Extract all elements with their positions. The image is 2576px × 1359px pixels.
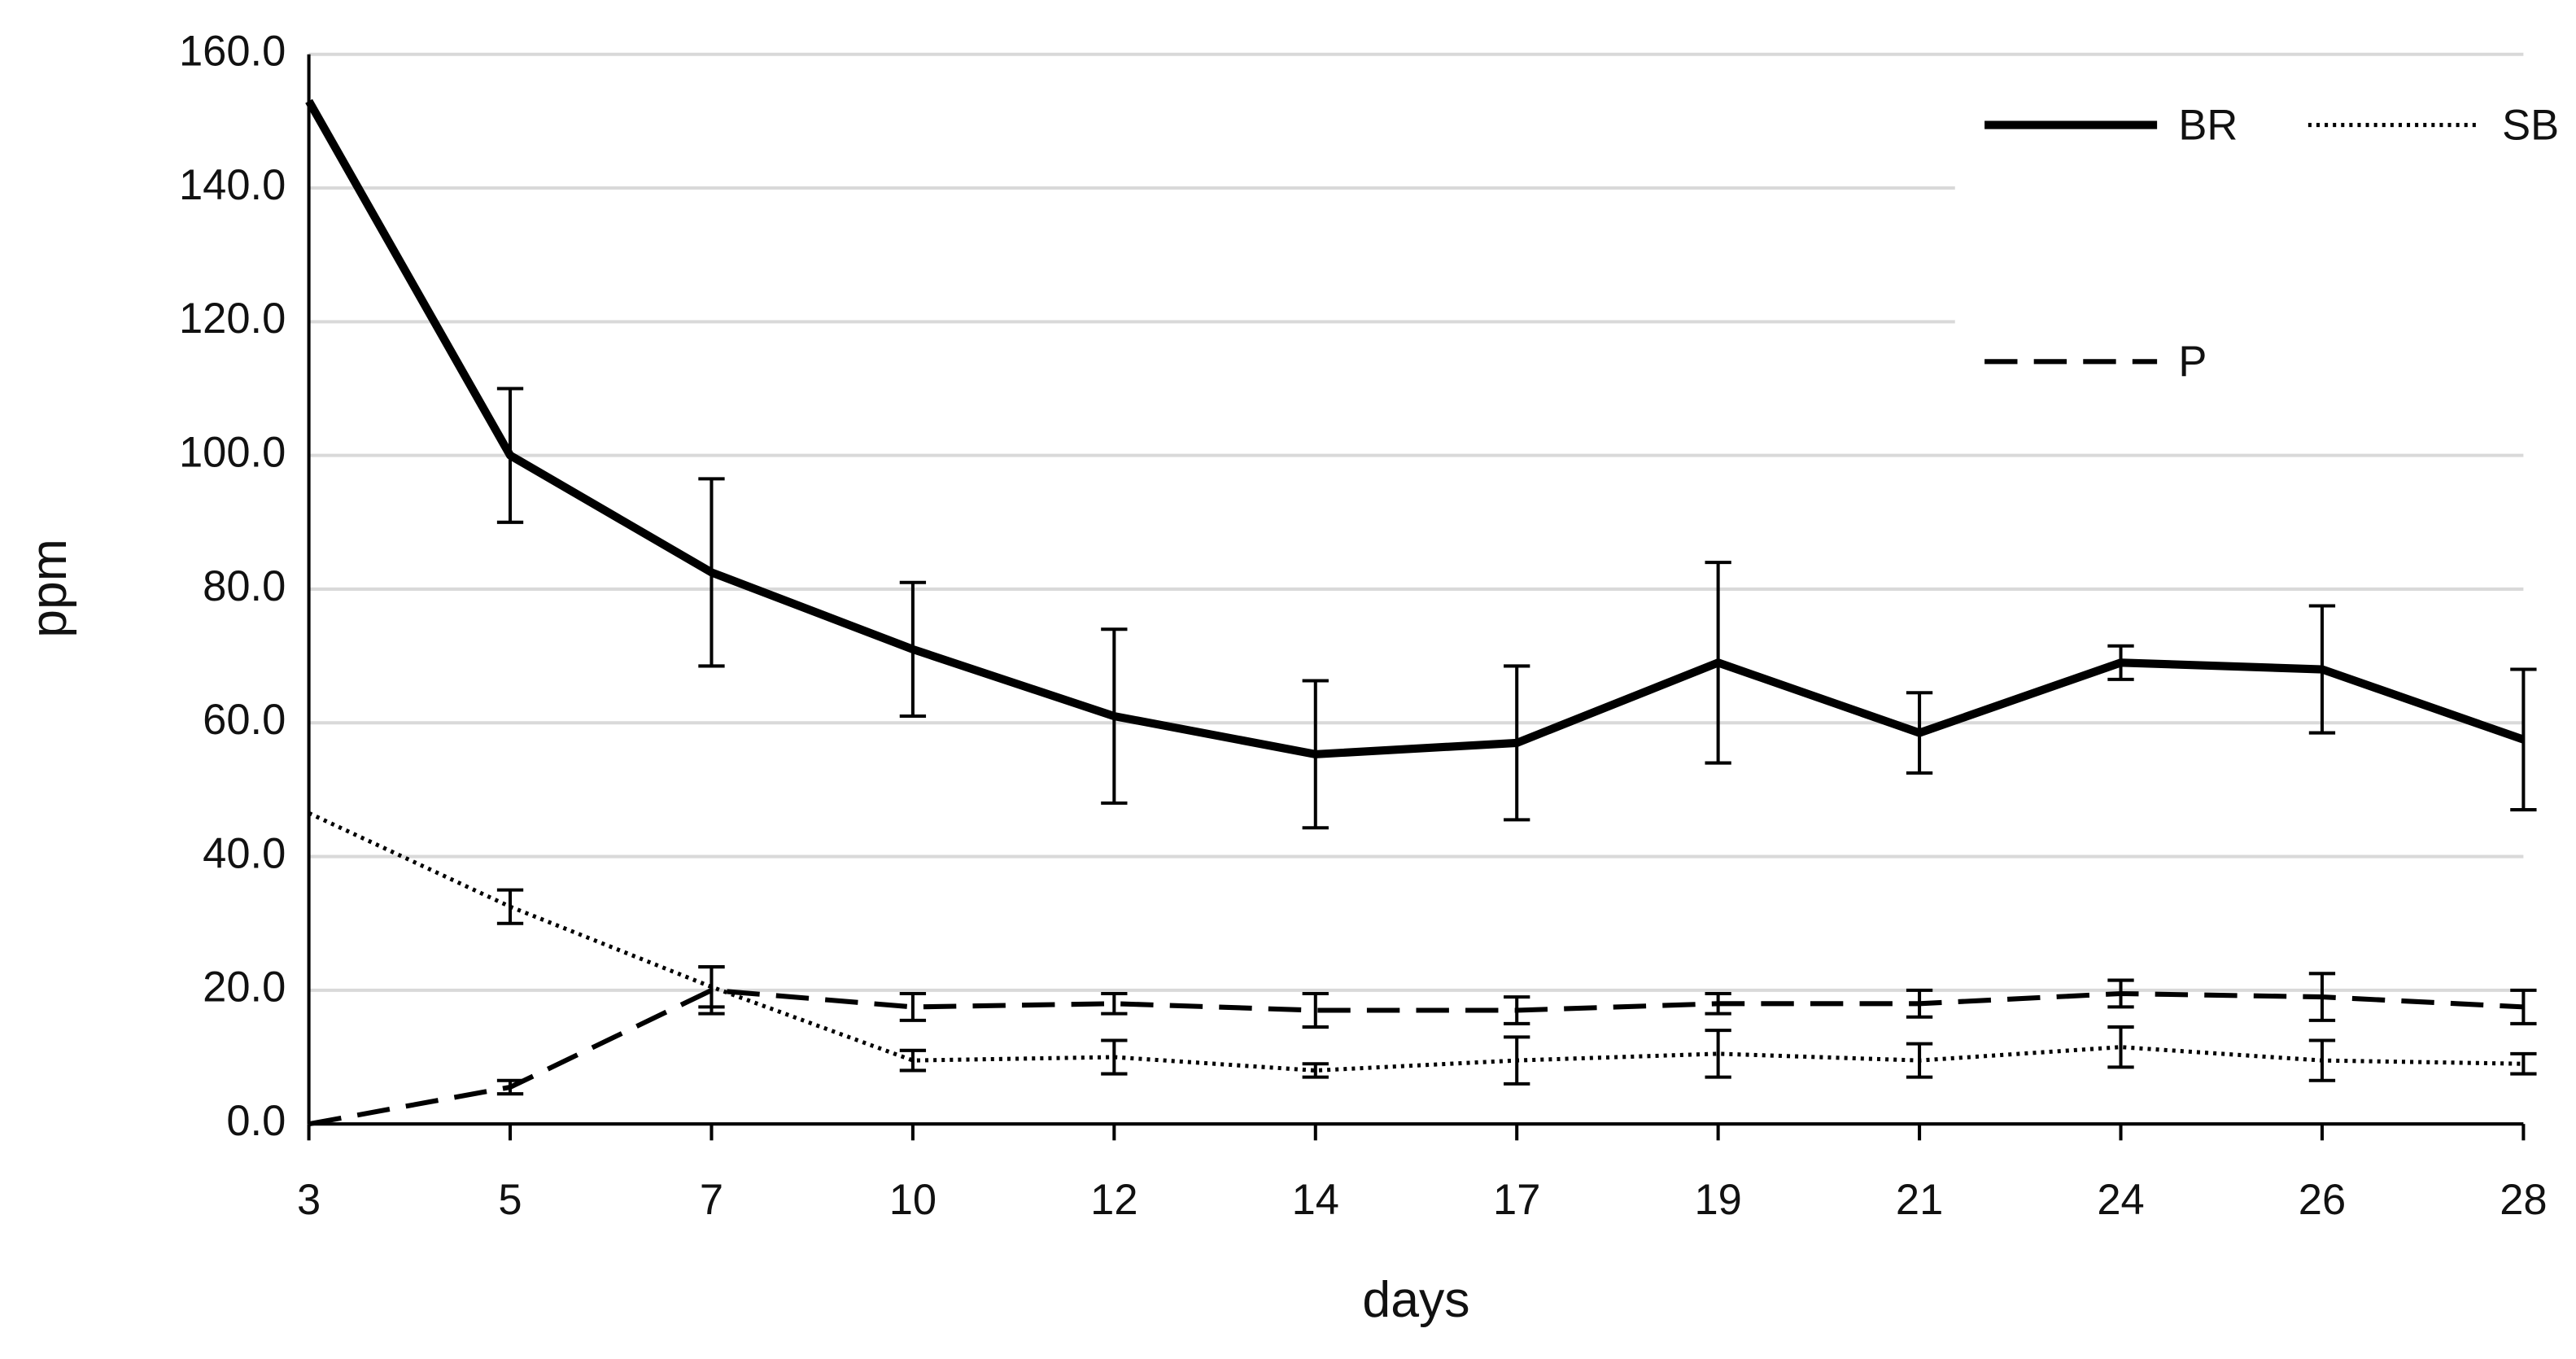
error-bar [496, 387, 524, 524]
error-bar [496, 888, 524, 925]
error-bar [899, 580, 927, 719]
error-bar [2107, 1025, 2134, 1069]
error-bar [899, 991, 927, 1022]
error-bar [496, 1078, 524, 1096]
line-series [308, 987, 2524, 1127]
error-bar [698, 965, 725, 1016]
y-axis-title: ppm [20, 539, 77, 638]
error-bar [2308, 1038, 2336, 1082]
error-bar [1504, 995, 1530, 1025]
x-tick-label: 21 [1896, 1176, 1943, 1224]
error-bar [2510, 667, 2537, 812]
error-bar [1101, 1038, 1128, 1076]
error-bar [1906, 691, 1933, 775]
error-bar [2308, 972, 2336, 1022]
legend-label: SB [2502, 101, 2559, 149]
y-tick-label: 140.0 [179, 161, 286, 209]
error-bar [1705, 991, 1731, 1016]
x-tick-label: 24 [2097, 1176, 2144, 1224]
legend-label: P [2178, 338, 2207, 386]
y-tick-label: 40.0 [203, 829, 286, 877]
x-tick-label: 19 [1694, 1176, 1741, 1224]
error-bar [899, 1048, 927, 1073]
error-bar [698, 477, 725, 668]
error-bar [2308, 604, 2336, 735]
error-bar [1504, 1035, 1530, 1086]
y-tick-label: 100.0 [179, 429, 286, 477]
legend-label: BR [2178, 101, 2238, 149]
x-tick-label: 10 [889, 1176, 937, 1224]
error-bar [1101, 627, 1128, 805]
y-tick-label: 80.0 [203, 562, 286, 610]
x-tick-label: 5 [498, 1176, 522, 1224]
error-bar [1705, 561, 1731, 765]
x-axis-title: days [1362, 1271, 1469, 1328]
error-bar [1906, 988, 1933, 1019]
y-tick-label: 160.0 [179, 28, 286, 76]
error-bar [2510, 988, 2537, 1025]
x-tick-label: 28 [2500, 1176, 2547, 1224]
x-tick-label: 7 [700, 1176, 723, 1224]
error-bar [1302, 991, 1329, 1029]
x-tick-label: 14 [1292, 1176, 1339, 1224]
error-bar [1101, 991, 1128, 1016]
x-tick-label: 26 [2299, 1176, 2346, 1224]
error-bar [2107, 644, 2134, 681]
y-tick-label: 60.0 [203, 696, 286, 744]
error-bar [2510, 1051, 2537, 1076]
y-tick-label: 120.0 [179, 295, 286, 343]
error-bar [1302, 679, 1329, 830]
x-tick-label: 12 [1090, 1176, 1137, 1224]
line-series [308, 811, 2524, 1073]
y-tick-label: 20.0 [203, 964, 286, 1012]
legend-background [1954, 65, 2563, 428]
x-tick-label: 3 [297, 1176, 321, 1224]
error-bar [1705, 1029, 1731, 1079]
y-tick-label: 0.0 [226, 1097, 286, 1145]
line-series [305, 98, 2526, 758]
error-bar [2107, 978, 2134, 1009]
error-bar [1906, 1042, 1933, 1079]
x-tick-label: 17 [1493, 1176, 1540, 1224]
error-bar [1302, 1062, 1329, 1079]
error-bar [1504, 664, 1530, 822]
